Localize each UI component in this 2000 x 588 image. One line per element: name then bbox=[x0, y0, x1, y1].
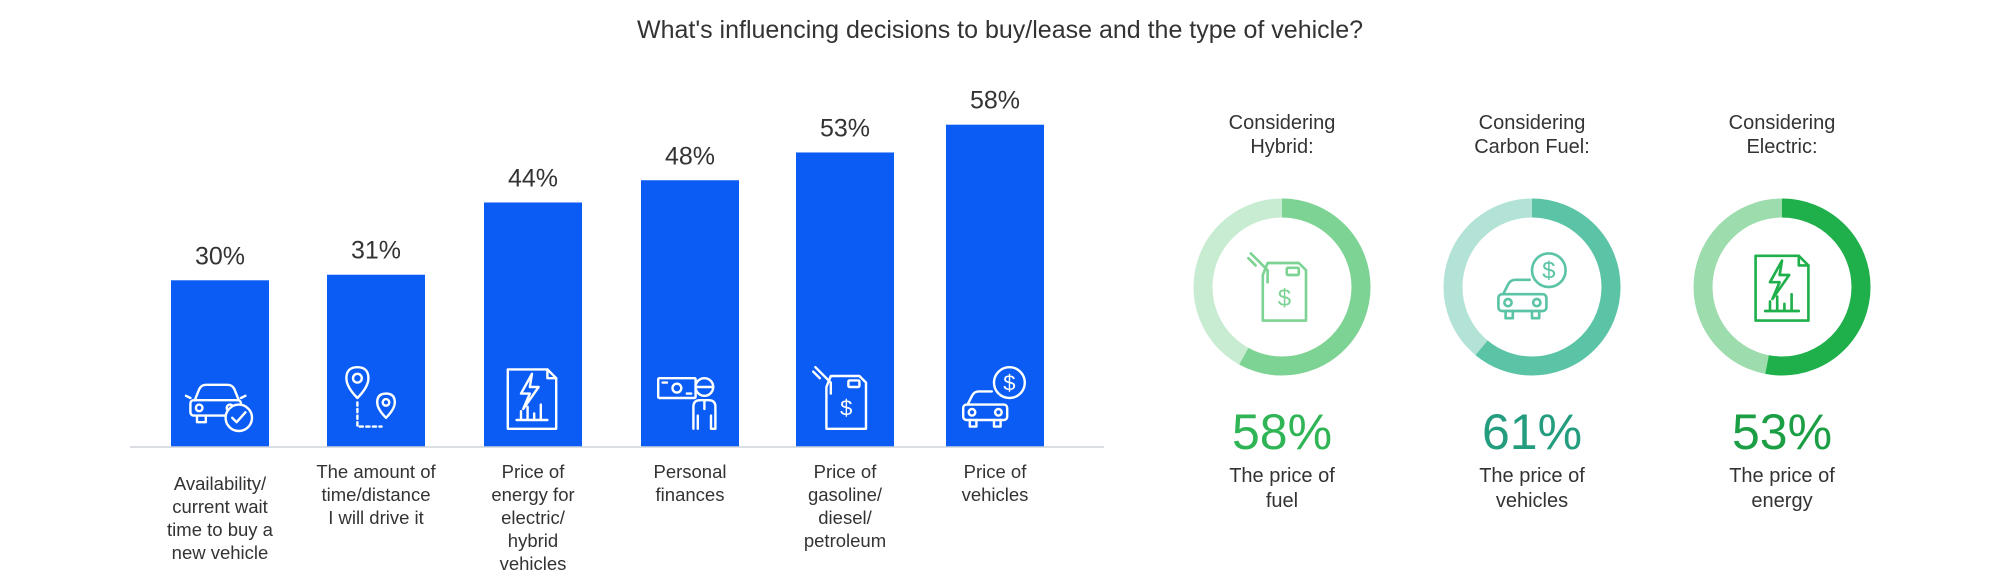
category-label: Availability/current wait time to buy a ne… bbox=[145, 472, 295, 564]
category-label: The amount of time/distance I will drive i… bbox=[301, 460, 451, 529]
car-dollar-icon: $ bbox=[961, 365, 1027, 428]
category-label: Personal finances bbox=[615, 460, 765, 506]
donut-sublabel-line: The price of bbox=[1479, 465, 1585, 487]
category-label-line: Price of bbox=[813, 461, 877, 482]
svg-text:$: $ bbox=[1278, 285, 1291, 312]
category-label-line: time to buy a bbox=[167, 519, 273, 540]
donut-value-label: 53% bbox=[1731, 404, 1833, 460]
category-label-line: Price of bbox=[501, 461, 565, 482]
category-label-line: The amount of bbox=[316, 461, 436, 482]
donut-sublabel-line: vehicles bbox=[1495, 490, 1569, 512]
bar-value-label: 48% bbox=[665, 142, 715, 170]
category-label-line: Personal bbox=[653, 461, 727, 482]
fuel-can-icon: $ bbox=[811, 365, 868, 431]
bar bbox=[796, 152, 894, 447]
car-dollar-icon: $ bbox=[1497, 252, 1567, 320]
category-label-line: I will drive it bbox=[328, 507, 424, 528]
donut-sublabel-line: fuel bbox=[1265, 490, 1299, 512]
donut-slice bbox=[1193, 198, 1371, 376]
bar bbox=[171, 280, 269, 447]
category-label: Price of gasoline/diesel/petroleum bbox=[770, 460, 920, 552]
category-label-line: petroleum bbox=[803, 530, 887, 551]
donut-chart: $ bbox=[1443, 198, 1621, 376]
bar bbox=[946, 124, 1044, 447]
donut-header: Considering Carbon Fuel: bbox=[1422, 111, 1642, 159]
category-label-line: new vehicle bbox=[171, 542, 269, 563]
donut-header-line: Considering bbox=[1478, 112, 1586, 134]
bar-value-label: 31% bbox=[351, 237, 401, 265]
donut-slice bbox=[1443, 198, 1621, 376]
donut-sublabel-line: energy bbox=[1751, 490, 1813, 512]
svg-text:$: $ bbox=[1003, 370, 1015, 395]
category-label-line: current wait bbox=[172, 496, 268, 517]
route-pin-icon bbox=[345, 365, 397, 428]
category-label-line: time/distance bbox=[321, 484, 431, 505]
donut-header-line: Considering bbox=[1728, 112, 1836, 134]
category-label-line: vehicles bbox=[499, 553, 567, 574]
donut-header-line: Considering bbox=[1228, 112, 1336, 134]
svg-text:$: $ bbox=[1542, 258, 1555, 285]
donut-header: Considering Hybrid: bbox=[1172, 111, 1392, 159]
bar bbox=[327, 274, 425, 447]
donut-header: Considering Electric: bbox=[1672, 111, 1892, 159]
category-label: Price of energy for electric/hybrid vehicle… bbox=[458, 460, 608, 575]
donut-header-line: Hybrid: bbox=[1250, 136, 1314, 158]
donut-sublabel-line: The price of bbox=[1729, 465, 1835, 487]
bar bbox=[484, 202, 582, 447]
donut-sublabel: The price of vehicles bbox=[1422, 464, 1642, 514]
bar-value-label: 30% bbox=[195, 242, 245, 270]
category-label-line: gasoline/ bbox=[807, 484, 883, 505]
category-label-line: electric/ bbox=[501, 507, 565, 528]
donut-slice bbox=[1693, 198, 1871, 376]
car-check-icon bbox=[184, 383, 254, 433]
donut-value-label: 58% bbox=[1231, 404, 1333, 460]
category-label-line: energy for bbox=[491, 484, 575, 505]
category-label-line: vehicles bbox=[961, 484, 1029, 505]
category-label-line: Availability/ bbox=[173, 473, 267, 494]
bar-value-label: 53% bbox=[820, 114, 870, 142]
category-label-line: finances bbox=[655, 484, 725, 505]
bar-chart: 30% 31% 44% 48% 53% $58% $ bbox=[130, 87, 1104, 448]
donut-sublabel: The price of energy bbox=[1672, 464, 1892, 514]
category-label-line: hybrid bbox=[507, 530, 559, 551]
bar-value-label: 44% bbox=[508, 164, 558, 192]
donut-sublabel: The price of fuel bbox=[1172, 464, 1392, 514]
svg-text:$: $ bbox=[840, 396, 852, 421]
donut-sublabel-line: The price of bbox=[1229, 465, 1335, 487]
donut-header-line: Electric: bbox=[1746, 136, 1818, 158]
donut-value-label: 61% bbox=[1481, 404, 1583, 460]
bar-value-label: 58% bbox=[970, 87, 1020, 115]
category-label-line: Price of bbox=[963, 461, 1027, 482]
donut-header-line: Carbon Fuel: bbox=[1474, 136, 1590, 158]
category-label-line: diesel/ bbox=[818, 507, 872, 528]
bar bbox=[641, 180, 739, 447]
chart-title: What's influencing decisions to buy/leas… bbox=[636, 16, 1364, 44]
category-label: Price of vehicles bbox=[920, 460, 1070, 506]
donut-chart bbox=[1693, 198, 1871, 376]
fuel-can-icon: $ bbox=[1247, 252, 1308, 322]
donut-chart: $ bbox=[1193, 198, 1371, 376]
energy-bill-icon bbox=[1754, 254, 1810, 322]
energy-bill-icon bbox=[506, 368, 558, 431]
money-person-icon bbox=[656, 376, 717, 431]
